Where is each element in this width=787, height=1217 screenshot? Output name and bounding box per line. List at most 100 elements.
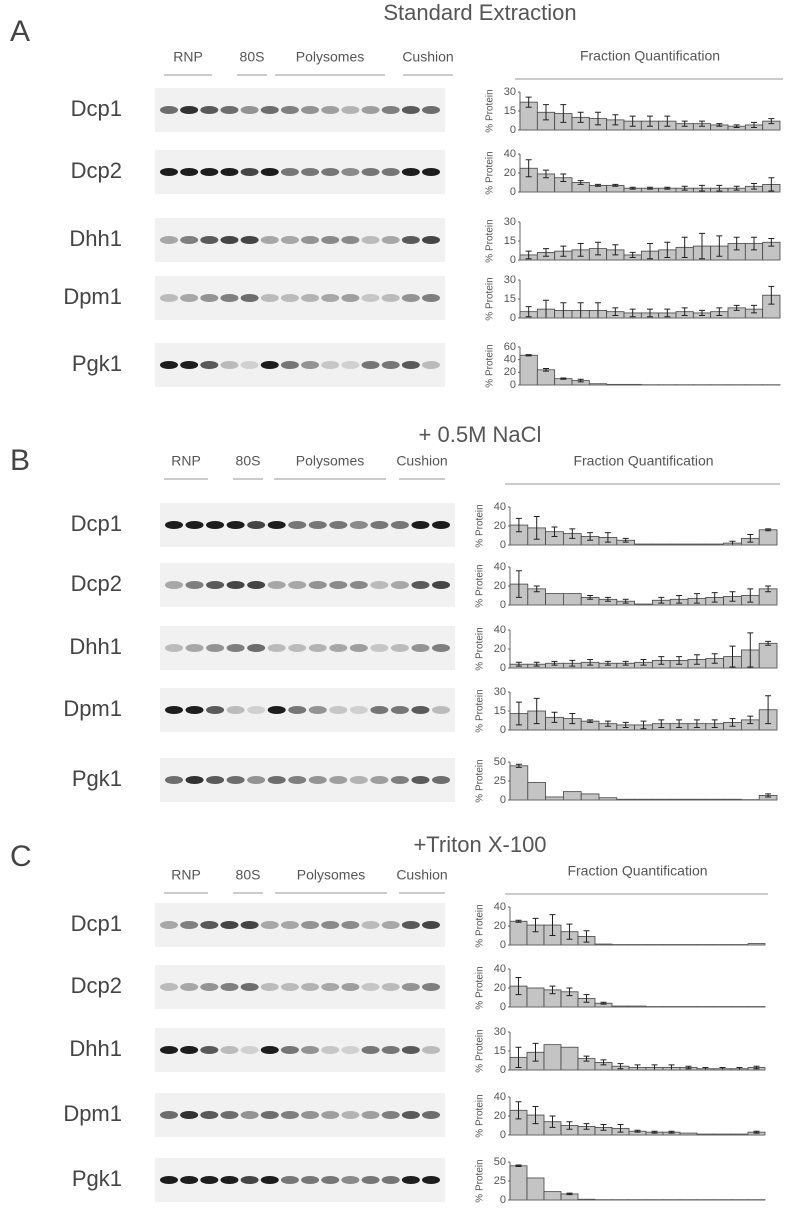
band [370, 581, 389, 589]
error-bar [647, 115, 653, 127]
error-bar [551, 711, 558, 723]
error-bar [729, 591, 736, 602]
band [422, 361, 440, 369]
protein-label: Dcp1 [71, 911, 122, 936]
error-bar [549, 1115, 556, 1128]
band [329, 776, 348, 784]
band [301, 361, 320, 369]
quant-title: Fraction Quantification [580, 48, 720, 64]
protein-label: Dcp2 [71, 571, 122, 596]
fraction-header: 80S [236, 867, 261, 883]
error-bar [647, 308, 653, 318]
blot [155, 218, 445, 262]
band [422, 168, 440, 176]
y-axis-label: % Protein [475, 564, 486, 607]
band [200, 1111, 219, 1119]
blot [155, 150, 445, 194]
band [432, 706, 450, 714]
error-bar [733, 236, 740, 251]
band [288, 581, 307, 589]
fraction-header: Polysomes [296, 49, 364, 65]
error-bar [640, 658, 647, 666]
error-bar [768, 285, 775, 305]
protein-label: Pgk1 [72, 1166, 122, 1191]
error-bar [751, 121, 757, 128]
error-bar [664, 308, 671, 318]
band [361, 236, 380, 244]
y-tick-label: 40 [504, 354, 516, 366]
band [240, 1111, 259, 1119]
band [200, 1046, 219, 1054]
band [308, 776, 327, 784]
band [422, 294, 440, 302]
band [381, 236, 400, 244]
panel-title: +Triton X-100 [413, 832, 546, 857]
protein-label: Pgk1 [72, 351, 122, 376]
y-tick-label: 20 [494, 520, 506, 532]
error-bar [629, 186, 636, 190]
error-bar [664, 186, 671, 190]
y-tick-label: 40 [504, 148, 516, 160]
y-tick-label: 0 [500, 1064, 506, 1076]
bar [536, 369, 556, 386]
error-bar [577, 378, 584, 383]
error-bar [515, 701, 522, 726]
fraction-header: 80S [240, 49, 265, 65]
band [301, 983, 320, 991]
band [390, 706, 409, 714]
band [280, 106, 299, 114]
band [160, 1111, 178, 1119]
error-bar [768, 177, 775, 192]
error-bar [525, 250, 532, 260]
band [341, 983, 360, 991]
band [288, 776, 307, 784]
band [260, 1046, 279, 1054]
panel-title: Standard Extraction [383, 0, 576, 25]
band [200, 294, 219, 302]
y-tick-label: 0 [500, 1129, 506, 1141]
band [401, 921, 420, 929]
band [361, 921, 380, 929]
band [240, 361, 259, 369]
band [288, 644, 307, 652]
error-bar [583, 930, 590, 943]
error-bar [699, 309, 705, 316]
error-bar [711, 653, 718, 664]
error-bar [533, 661, 540, 667]
band [341, 361, 360, 369]
band [240, 921, 259, 929]
band [206, 521, 225, 529]
band [329, 706, 348, 714]
band [240, 983, 259, 991]
band [301, 106, 320, 114]
error-bar [765, 640, 772, 646]
band [361, 1176, 380, 1184]
band [321, 1046, 340, 1054]
panel-letter: C [10, 840, 32, 873]
band [301, 168, 320, 176]
error-bar [587, 719, 594, 723]
band [220, 106, 239, 114]
band [185, 776, 204, 784]
band [165, 644, 183, 652]
error-bar [668, 1130, 675, 1134]
y-tick-label: 30 [504, 274, 516, 286]
band [390, 776, 409, 784]
band [160, 168, 178, 176]
band [381, 921, 400, 929]
band [240, 1176, 259, 1184]
band [185, 521, 204, 529]
band [226, 581, 245, 589]
band [422, 106, 440, 114]
band [240, 168, 259, 176]
band [165, 776, 183, 784]
band [206, 644, 225, 652]
error-bar [664, 241, 671, 258]
error-bar [634, 1129, 641, 1133]
y-axis-label: % Protein [485, 151, 496, 194]
band [200, 106, 219, 114]
error-bar [765, 528, 772, 532]
error-bar [515, 517, 522, 533]
band [381, 983, 400, 991]
fraction-header: RNP [171, 867, 201, 883]
